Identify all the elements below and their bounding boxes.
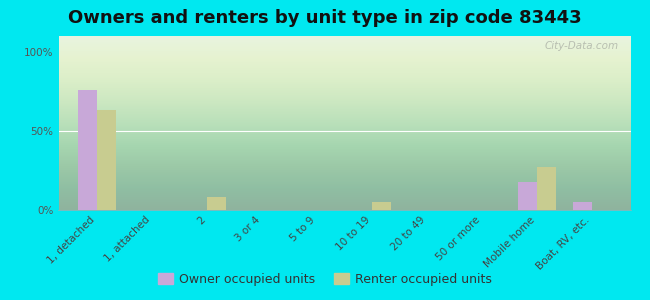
Text: City-Data.com: City-Data.com [545, 41, 619, 51]
Bar [518, 182, 537, 210]
Bar [97, 110, 116, 210]
Bar [78, 90, 97, 210]
Bar [207, 197, 226, 210]
Bar [537, 167, 556, 210]
Legend: Owner occupied units, Renter occupied units: Owner occupied units, Renter occupied un… [153, 268, 497, 291]
Bar [372, 202, 391, 210]
Text: Owners and renters by unit type in zip code 83443: Owners and renters by unit type in zip c… [68, 9, 582, 27]
Bar [573, 202, 592, 210]
